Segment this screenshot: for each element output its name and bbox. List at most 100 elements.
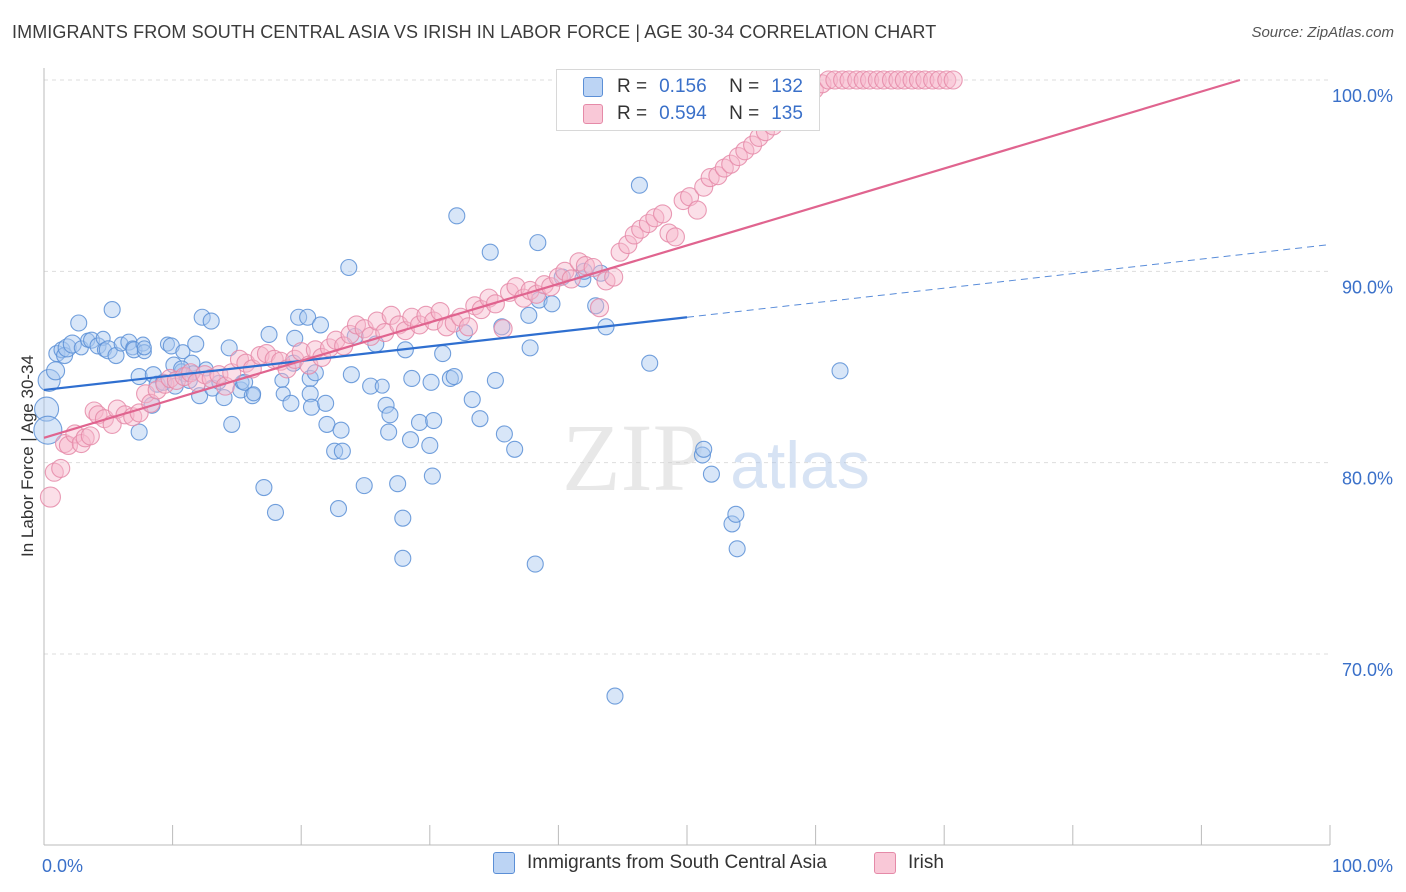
data-point-south-central-asia	[445, 368, 463, 386]
source-label: Source: ZipAtlas.com	[1251, 24, 1394, 41]
data-point-irish	[136, 384, 156, 404]
data-point-south-central-asia	[255, 478, 273, 497]
data-point-irish	[665, 227, 685, 247]
watermark: ZIP atlas	[562, 404, 870, 511]
data-point-south-central-asia	[423, 467, 441, 485]
data-point-south-central-asia	[526, 555, 544, 573]
data-point-south-central-asia	[587, 297, 605, 315]
data-point-south-central-asia	[266, 503, 285, 521]
data-point-irish	[367, 311, 387, 331]
legend-swatch-blue	[493, 852, 515, 874]
trend-layer	[43, 78, 1331, 439]
data-point-irish	[115, 405, 135, 425]
data-point-south-central-asia	[332, 421, 350, 439]
data-point-south-central-asia	[377, 396, 395, 414]
data-point-irish	[326, 330, 346, 350]
bottom-legend: Immigrants from South Central Asia Irish	[0, 850, 1406, 880]
data-point-south-central-asia	[355, 477, 373, 495]
data-point-south-central-asia	[389, 475, 407, 493]
data-point-south-central-asia	[306, 364, 324, 382]
legend-item-irish[interactable]: Irish	[874, 852, 944, 874]
data-point-south-central-asia	[220, 339, 238, 357]
data-point-irish	[825, 70, 845, 90]
data-point-irish	[458, 317, 478, 337]
trend-line-south-central-asia-extension	[686, 244, 1331, 318]
data-point-south-central-asia	[727, 505, 745, 523]
data-point-irish	[84, 401, 104, 421]
data-point-south-central-asia	[290, 308, 308, 326]
stats-n-value-blue: 132	[771, 76, 803, 97]
data-point-south-central-asia	[702, 465, 720, 483]
data-point-south-central-asia	[223, 415, 241, 433]
data-point-south-central-asia	[57, 338, 77, 358]
data-point-south-central-asia	[520, 306, 538, 324]
data-point-irish	[923, 70, 943, 90]
data-point-south-central-asia	[260, 325, 278, 344]
data-point-irish	[915, 70, 935, 90]
data-point-south-central-asia	[187, 335, 205, 353]
x-tick-label: 0.0%	[42, 856, 83, 876]
data-point-south-central-asia	[33, 415, 63, 445]
data-point-south-central-asia	[136, 340, 152, 356]
points-layer	[33, 70, 963, 705]
data-point-irish	[160, 368, 180, 389]
data-point-south-central-asia	[401, 431, 420, 449]
data-point-south-central-asia	[410, 413, 429, 432]
data-point-irish	[694, 177, 714, 197]
data-point-south-central-asia	[246, 386, 262, 402]
data-point-irish	[381, 305, 401, 325]
data-point-south-central-asia	[175, 344, 191, 360]
legend-label-irish: Irish	[908, 852, 944, 873]
stats-r-label: R =	[617, 103, 648, 124]
data-point-south-central-asia	[728, 540, 746, 558]
stats-r-label: R =	[617, 76, 648, 97]
data-point-south-central-asia	[202, 312, 220, 330]
data-point-south-central-asia	[695, 440, 713, 458]
data-point-south-central-asia	[299, 308, 317, 326]
data-point-south-central-asia	[302, 398, 321, 416]
data-point-irish	[610, 242, 630, 262]
data-point-south-central-asia	[286, 329, 304, 347]
data-point-south-central-asia	[282, 394, 300, 412]
data-point-south-central-asia	[381, 406, 399, 424]
data-point-south-central-asia	[340, 258, 358, 277]
data-point-south-central-asia	[136, 344, 152, 360]
data-point-irish	[700, 168, 720, 188]
data-point-irish	[39, 486, 61, 508]
stats-n-label: N =	[729, 103, 760, 124]
data-point-irish	[721, 154, 741, 174]
legend-item-south-central-asia[interactable]: Immigrants from South Central Asia	[493, 852, 827, 874]
y-tick-label: 80.0%	[1342, 469, 1393, 489]
data-point-south-central-asia	[630, 176, 648, 194]
data-point-irish	[555, 261, 575, 281]
data-point-south-central-asia	[83, 331, 101, 349]
data-point-irish	[874, 70, 894, 90]
axes-layer	[43, 68, 1331, 846]
data-point-south-central-asia	[529, 234, 547, 252]
y-axis-label: In Labor Force | Age 30-34	[18, 355, 37, 557]
stats-swatch-pink	[583, 104, 603, 124]
data-point-south-central-asia	[425, 412, 443, 430]
data-point-irish	[631, 219, 651, 239]
data-point-south-central-asia	[506, 440, 524, 458]
data-point-south-central-asia	[421, 436, 439, 454]
data-point-south-central-asia	[317, 394, 335, 412]
data-point-south-central-asia	[333, 442, 351, 460]
data-point-south-central-asia	[329, 500, 348, 518]
data-point-irish	[943, 70, 963, 90]
data-point-south-central-asia	[311, 316, 330, 334]
data-point-irish	[618, 234, 638, 255]
data-point-south-central-asia	[103, 301, 121, 319]
data-point-south-central-asia	[380, 423, 398, 441]
data-point-south-central-asia	[95, 330, 111, 346]
data-point-south-central-asia	[471, 410, 489, 428]
stats-row-blue: R = 0.156 N = 132	[557, 74, 803, 100]
data-point-south-central-asia	[394, 509, 412, 527]
data-point-south-central-asia	[34, 396, 60, 422]
data-point-south-central-asia	[434, 345, 452, 363]
data-point-irish	[839, 70, 859, 90]
data-point-irish	[853, 70, 873, 90]
data-point-irish	[687, 200, 707, 220]
data-point-irish	[653, 204, 673, 224]
